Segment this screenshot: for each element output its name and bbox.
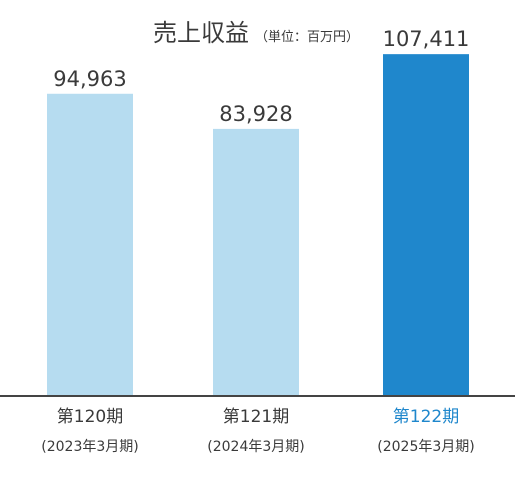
labels-layer: 94,963 第120期 (2023年3月期) 83,928 第121期 (2024年3月… [41, 27, 474, 455]
bar-value-label-3: 107,411 [383, 27, 470, 51]
x-tick-period-3: 第122期 [393, 407, 459, 427]
x-tick-period-2: 第121期 [223, 407, 289, 427]
x-tick-date-3: (2025年3月期) [377, 439, 474, 455]
x-tick-period-1: 第120期 [57, 407, 123, 427]
bar-1 [47, 93, 133, 396]
bar-2 [213, 128, 299, 396]
chart-title: 売上収益 （単位：百万円） [153, 19, 359, 47]
bar-3 [383, 54, 469, 396]
bars-layer [47, 54, 469, 396]
bar-value-label-2: 83,928 [219, 102, 292, 126]
chart-title-main: 売上収益 [153, 19, 249, 47]
x-tick-date-1: (2023年3月期) [41, 439, 138, 455]
bar-value-label-1: 94,963 [53, 67, 126, 91]
x-tick-date-2: (2024年3月期) [207, 439, 304, 455]
chart-unit-label: （単位：百万円） [255, 29, 359, 45]
